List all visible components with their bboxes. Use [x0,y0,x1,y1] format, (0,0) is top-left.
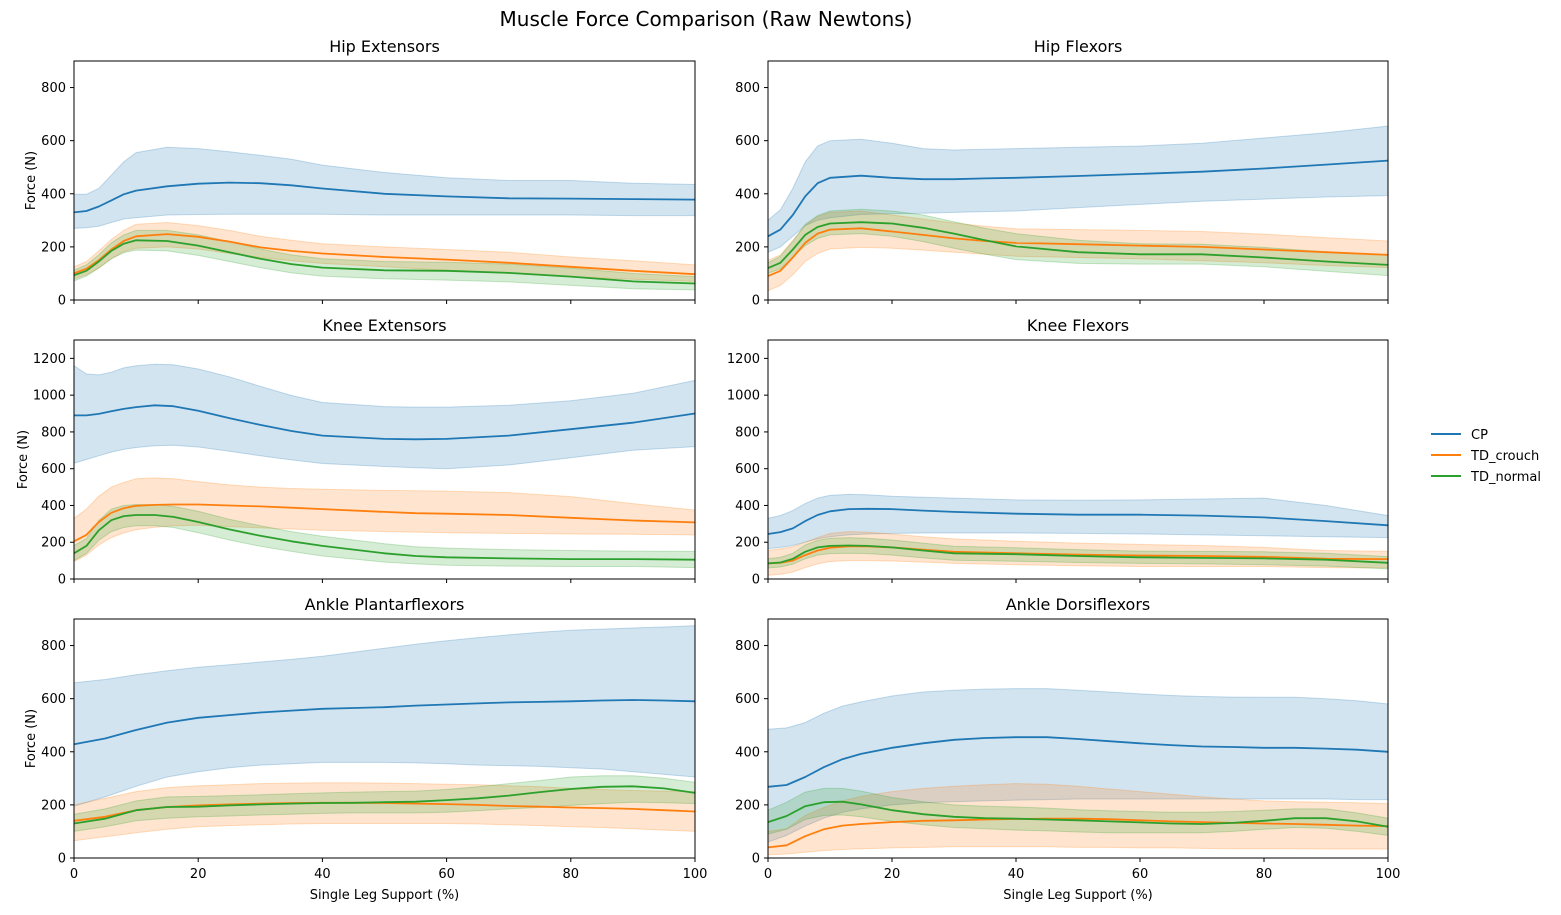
x-tick-label: 20 [884,867,901,882]
line-CP [73,699,696,746]
axes-frame [73,339,696,580]
band-CP [73,363,696,470]
axes-frame [73,618,696,859]
legend-item-TD_normal: TD_normal [1431,470,1541,485]
y-tick-label: 800 [41,425,66,440]
y-tick-label: 400 [41,745,66,760]
y-tick-label: 200 [735,798,760,813]
line-CP [74,404,696,441]
subplot-2: 0 200 400 600 800 Hip Flexors [735,37,1389,309]
y-tick-label: 400 [735,745,760,760]
y-tick-label: 0 [58,573,66,588]
line-TD_crouch [73,233,696,276]
axes-frame [73,60,696,301]
y-tick-label: 200 [41,798,66,813]
y-tick-label: 400 [41,499,66,514]
line-TD_crouch [767,227,1389,277]
x-tick-label: 20 [190,867,207,882]
y-tick-label: 200 [735,240,760,255]
legend-item-CP: CP [1431,428,1488,443]
subplot-6: 0 20 40 60 80 100 0 200 400 600 800 Ankle Dorsiflex… [735,595,1400,903]
y-tick-label: 0 [58,294,66,309]
line-TD_normal [767,544,1389,565]
y-tick-label: 600 [735,692,760,707]
line-TD_crouch [73,503,696,543]
subplot-title: Ankle Dorsiflexors [1006,595,1151,614]
y-tick-label: 800 [735,639,760,654]
x-tick-label: 80 [563,867,580,882]
y-tick-label: 200 [41,240,66,255]
x-tick-label: 60 [438,867,455,882]
y-axis-label: Force (N) [16,430,31,489]
subplot-title: Ankle Plantarflexors [305,595,465,614]
x-tick-label: 40 [314,867,331,882]
line-CP [73,181,696,214]
y-tick-label: 200 [735,536,760,551]
y-tick-label: 800 [41,639,66,654]
axes-frame [767,60,1389,301]
y-tick-label: 800 [735,425,760,440]
x-tick-label: 100 [1376,867,1401,882]
band-CP [73,146,696,229]
legend-label: TD_crouch [1470,449,1539,464]
x-axis-label: Single Leg Support (%) [310,888,460,903]
subplot-title: Knee Flexors [1027,316,1129,335]
y-tick-label: 800 [41,81,66,96]
axes-frame [767,618,1389,859]
x-axis-label: Single Leg Support (%) [1003,888,1153,903]
line-CP [767,736,1389,788]
subplot-1: 0 200 400 600 800 Hip Extensors Force (N) [24,37,696,309]
x-tick-label: 100 [683,867,708,882]
subplot-title: Hip Flexors [1034,37,1123,56]
legend: CP TD_crouch TD_normal [1431,428,1541,485]
y-tick-label: 0 [752,852,760,867]
legend-label: TD_normal [1470,470,1541,485]
y-axis-label: Force (N) [24,151,39,210]
x-tick-label: 60 [1132,867,1149,882]
x-tick-label: 0 [764,867,772,882]
y-tick-label: 0 [58,852,66,867]
line-TD_normal [73,239,696,285]
y-tick-label: 0 [752,573,760,588]
y-tick-label: 1200 [33,352,66,367]
x-tick-label: 0 [70,867,78,882]
legend-label: CP [1471,428,1488,443]
subplot-3: 0 200 400 600 800 1000 1200 Knee Extensors Force… [16,316,696,588]
y-tick-label: 1000 [727,389,760,404]
line-TD_normal [767,221,1389,269]
y-tick-label: 200 [41,536,66,551]
figure-title: Muscle Force Comparison (Raw Newtons) [500,7,913,31]
line-TD_normal [73,514,696,561]
line-TD_normal [73,785,696,825]
line-CP [767,507,1389,535]
x-tick-label: 80 [1256,867,1273,882]
subplot-title: Hip Extensors [329,37,440,56]
axes-frame [767,339,1389,580]
y-tick-label: 1000 [33,389,66,404]
line-TD_normal [767,800,1389,828]
y-axis-label: Force (N) [24,709,39,768]
x-tick-label: 40 [1008,867,1025,882]
y-tick-label: 800 [735,81,760,96]
y-tick-label: 600 [41,462,66,477]
subplot-4: 0 200 400 600 800 1000 1200 Knee Flexors [727,316,1389,588]
y-tick-label: 0 [752,294,760,309]
line-CP [767,159,1389,238]
y-tick-label: 600 [735,462,760,477]
y-tick-label: 400 [735,499,760,514]
y-tick-label: 600 [735,134,760,149]
y-tick-label: 600 [41,692,66,707]
y-tick-label: 400 [41,187,66,202]
subplot-title: Knee Extensors [322,316,446,335]
y-tick-label: 400 [735,187,760,202]
subplot-5: 0 20 40 60 80 100 0 200 400 600 800 Ankle Plantarfl… [24,595,707,903]
y-tick-label: 600 [41,134,66,149]
legend-item-TD_crouch: TD_crouch [1431,449,1539,464]
y-tick-label: 1200 [727,352,760,367]
